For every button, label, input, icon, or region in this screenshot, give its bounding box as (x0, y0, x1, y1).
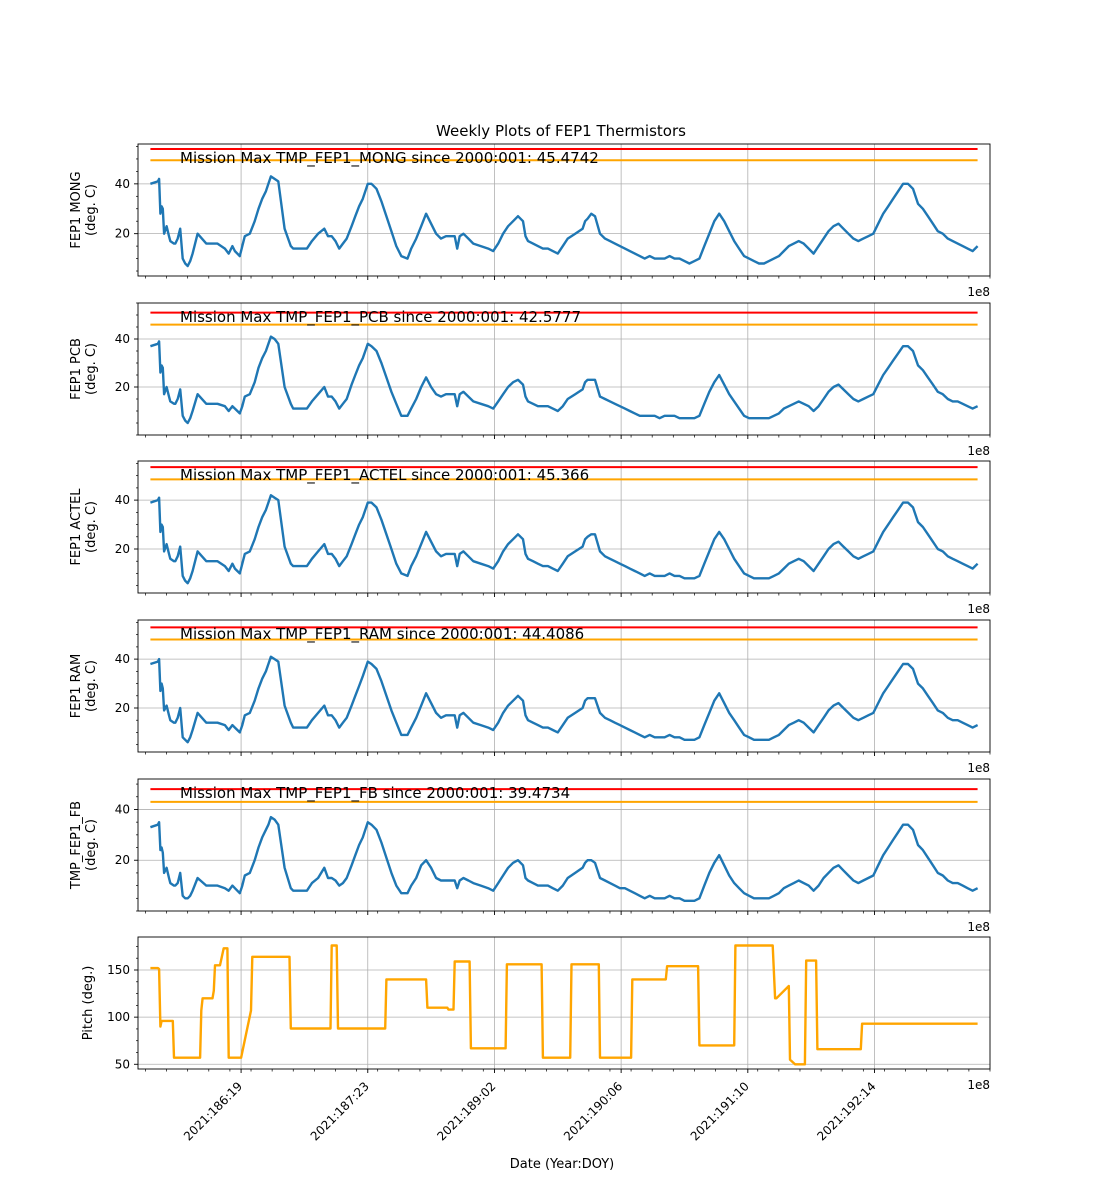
y-tick-label: 100 (107, 1010, 130, 1024)
y-tick-label: 40 (115, 332, 130, 346)
x-axis-label: Date (Year:DOY) (510, 1157, 615, 1172)
max-annotation: Mission Max TMP_FEP1_MONG since 2000:001… (180, 149, 599, 168)
axes-frame (137, 302, 991, 436)
y-axis-label: FEP1 MONG(deg. C) (69, 171, 99, 248)
series-line (150, 655, 979, 744)
y-axis-label-line: (deg. C) (84, 819, 99, 871)
offset-text: 1e8 (967, 285, 990, 299)
y-axis-label-line: FEP1 ACTEL (69, 488, 84, 566)
chart-title: Weekly Plots of FEP1 Thermistors (436, 122, 686, 140)
y-axis-label-line: (deg. C) (84, 501, 99, 553)
y-tick-label: 20 (115, 542, 130, 556)
y-axis-label-line: (deg. C) (84, 343, 99, 395)
y-axis-label: FEP1 ACTEL(deg. C) (69, 488, 99, 566)
y-axis-label-line: TMP_FEP1_FB (69, 801, 84, 890)
y-axis-label-line: (deg. C) (84, 660, 99, 712)
series-line (150, 335, 979, 425)
offset-text: 1e8 (967, 444, 990, 458)
y-axis-label: Pitch (deg.) (81, 966, 96, 1041)
y-axis-label-line: FEP1 RAM (69, 654, 84, 719)
y-tick-label: 40 (115, 177, 130, 191)
y-tick-label: 20 (115, 853, 130, 867)
axes-frame (137, 778, 991, 912)
series-line (150, 494, 979, 585)
y-tick-label: 150 (107, 963, 130, 977)
max-annotation: Mission Max TMP_FEP1_FB since 2000:001: … (180, 784, 570, 803)
series-line (150, 175, 979, 268)
offset-text: 1e8 (967, 920, 990, 934)
offset-text: 1e8 (967, 761, 990, 775)
series-line (150, 815, 979, 902)
y-axis-label: FEP1 RAM(deg. C) (69, 654, 99, 719)
panels: Mission Max TMP_FEP1_MONG since 2000:001… (69, 143, 991, 1143)
axes-frame (137, 143, 991, 277)
offset-text: 1e8 (967, 1078, 990, 1092)
y-tick-label: 20 (115, 380, 130, 394)
max-annotation: Mission Max TMP_FEP1_PCB since 2000:001:… (180, 308, 581, 327)
y-tick-label: 40 (115, 802, 130, 816)
panel-5: Mission Max TMP_FEP1_FB since 2000:001: … (69, 778, 991, 934)
y-tick-label: 20 (115, 701, 130, 715)
panel-4: Mission Max TMP_FEP1_RAM since 2000:001:… (69, 619, 991, 775)
y-tick-label: 40 (115, 652, 130, 666)
panel-1: Mission Max TMP_FEP1_MONG since 2000:001… (69, 143, 991, 299)
axes-frame (137, 619, 991, 753)
y-axis-label-line: FEP1 MONG (69, 171, 84, 248)
axes-frame (137, 460, 991, 594)
y-tick-label: 40 (115, 493, 130, 507)
series-line (150, 944, 978, 1066)
max-annotation: Mission Max TMP_FEP1_ACTEL since 2000:00… (180, 466, 589, 485)
max-annotation: Mission Max TMP_FEP1_RAM since 2000:001:… (180, 625, 584, 644)
axes-frame (137, 936, 991, 1070)
y-axis-label: TMP_FEP1_FB(deg. C) (69, 801, 99, 890)
y-axis-label-line: FEP1 PCB (69, 338, 84, 400)
y-axis-label-line: (deg. C) (84, 184, 99, 236)
panel-3: Mission Max TMP_FEP1_ACTEL since 2000:00… (69, 460, 991, 616)
y-axis-label-line: Pitch (deg.) (81, 966, 96, 1041)
offset-text: 1e8 (967, 602, 990, 616)
y-axis-label: FEP1 PCB(deg. C) (69, 338, 99, 400)
panel-2: Mission Max TMP_FEP1_PCB since 2000:001:… (69, 302, 991, 458)
y-tick-label: 50 (115, 1057, 130, 1071)
y-tick-label: 20 (115, 227, 130, 241)
